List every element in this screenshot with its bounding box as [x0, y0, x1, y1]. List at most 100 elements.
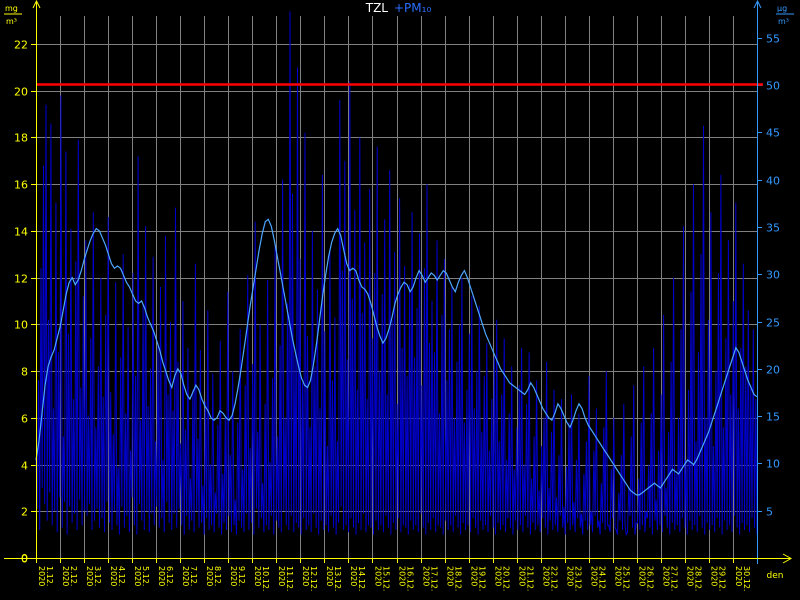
right-axis-unit: µg m³ [776, 4, 794, 26]
x-label-year: 2020 [445, 566, 454, 586]
x-label-date: 10.12. [261, 566, 270, 591]
left-tick-label: 8 [21, 366, 28, 379]
x-label-date: 18.12. [453, 566, 462, 591]
left-axis-unit: mg m³ [4, 4, 22, 26]
x-label-date: 19.12. [477, 566, 486, 591]
x-label-date: 1.12. [45, 566, 54, 586]
x-label-year: 2020 [590, 566, 599, 586]
x-axis-labels: 1.12.2020 2.12.2020 3.12.2020 4.12.2020 5.12… [37, 566, 751, 591]
x-label-date: 9.12. [237, 566, 246, 586]
x-label-group: 12.12.2020 [301, 566, 318, 591]
x-label-group: 15.12.2020 [373, 566, 390, 591]
x-label-group: 10.12.2020 [253, 566, 270, 591]
x-label-group: 2.12.2020 [61, 566, 78, 586]
x-label-year: 2020 [614, 566, 623, 586]
series-raw-pm10 [35, 11, 758, 537]
x-label-date: 22.12. [550, 566, 559, 591]
x-label-group: 25.12.2020 [614, 566, 631, 591]
right-tick-label: 50 [766, 80, 780, 93]
x-label-group: 16.12.2020 [397, 566, 414, 591]
right-tick-label: 55 [766, 33, 780, 46]
x-label-year: 2020 [662, 566, 671, 586]
x-label-date: 21.12. [526, 566, 535, 591]
x-label-group: 30.12.2020 [734, 566, 751, 591]
right-unit-numerator: µg [777, 4, 787, 13]
right-tick-label: 15 [766, 411, 780, 424]
x-label-year: 2020 [349, 566, 358, 586]
x-label-group: 20.12.2020 [493, 566, 510, 591]
x-label-date: 17.12. [429, 566, 438, 591]
right-tick-label: 35 [766, 222, 780, 235]
x-label-date: 26.12. [646, 566, 655, 591]
x-label-year: 2020 [205, 566, 214, 586]
x-label-group: 28.12.2020 [686, 566, 703, 591]
x-label-group: 27.12.2020 [662, 566, 679, 591]
x-axis-title: den [767, 571, 784, 581]
left-tick-label: 12 [14, 273, 28, 286]
x-label-group: 22.12.2020 [542, 566, 559, 591]
x-label-year: 2020 [277, 566, 286, 586]
x-label-group: 1.12.2020 [37, 566, 54, 586]
x-label-year: 2020 [686, 566, 695, 586]
right-tick-label: 10 [766, 458, 780, 471]
x-label-group: 26.12.2020 [638, 566, 655, 591]
left-tick-label: 22 [14, 39, 28, 52]
right-tick-label: 5 [766, 506, 773, 519]
right-unit-denominator: m³ [778, 17, 789, 26]
right-axis-arrow [753, 0, 762, 9]
x-label-date: 27.12. [670, 566, 679, 591]
x-label-group: 13.12.2020 [325, 566, 342, 591]
left-tick-label: 4 [21, 460, 28, 473]
left-unit-denominator: m³ [6, 17, 17, 26]
left-tick-label: 16 [14, 179, 28, 192]
right-tick-label: 25 [766, 317, 780, 330]
x-label-group: 11.12.2020 [277, 566, 294, 591]
x-label-date: 3.12. [93, 566, 102, 586]
right-tick-label: 40 [766, 175, 780, 188]
x-label-date: 23.12. [574, 566, 583, 591]
x-label-year: 2020 [157, 566, 166, 586]
x-label-group: 29.12.2020 [710, 566, 727, 591]
series-smoothed-pm10 [35, 218, 758, 496]
x-label-date: 11.12. [285, 566, 294, 591]
x-label-year: 2020 [37, 566, 46, 586]
x-label-year: 2020 [566, 566, 575, 586]
left-tick-label: 20 [14, 86, 28, 99]
x-label-group: 14.12.2020 [349, 566, 366, 591]
x-label-year: 2020 [325, 566, 334, 586]
x-label-date: 4.12. [117, 566, 126, 586]
x-label-group: 24.12.2020 [590, 566, 607, 591]
x-label-group: 17.12.2020 [421, 566, 438, 591]
right-tick-label: 45 [766, 127, 780, 140]
x-label-year: 2020 [469, 566, 478, 586]
left-axis-ticks: 2220181614121086420 [14, 39, 36, 566]
x-label-date: 14.12. [357, 566, 366, 591]
x-label-year: 2020 [421, 566, 430, 586]
x-label-year: 2020 [85, 566, 94, 586]
x-label-group: 9.12.2020 [229, 566, 246, 586]
x-label-group: 6.12.2020 [157, 566, 174, 586]
x-label-group: 18.12.2020 [445, 566, 462, 591]
chart-title-station: TZL [365, 1, 389, 15]
x-label-date: 12.12. [309, 566, 318, 591]
left-axis-arrow [32, 0, 41, 9]
x-label-year: 2020 [638, 566, 647, 586]
x-label-year: 2020 [542, 566, 551, 586]
x-label-date: 6.12. [165, 566, 174, 586]
x-label-year: 2020 [493, 566, 502, 586]
x-label-date: 13.12. [333, 566, 342, 591]
left-tick-label-zero: 0 [21, 552, 28, 565]
x-label-year: 2020 [373, 566, 382, 586]
right-tick-label: 20 [766, 364, 780, 377]
x-label-date: 16.12. [405, 566, 414, 591]
x-label-date: 15.12. [381, 566, 390, 591]
left-tick-label: 2 [21, 506, 28, 519]
x-label-date: 24.12. [598, 566, 607, 591]
x-label-year: 2020 [229, 566, 238, 586]
x-label-year: 2020 [109, 566, 118, 586]
x-label-year: 2020 [734, 566, 743, 586]
x-label-date: 29.12. [718, 566, 727, 591]
x-label-date: 20.12. [501, 566, 510, 591]
